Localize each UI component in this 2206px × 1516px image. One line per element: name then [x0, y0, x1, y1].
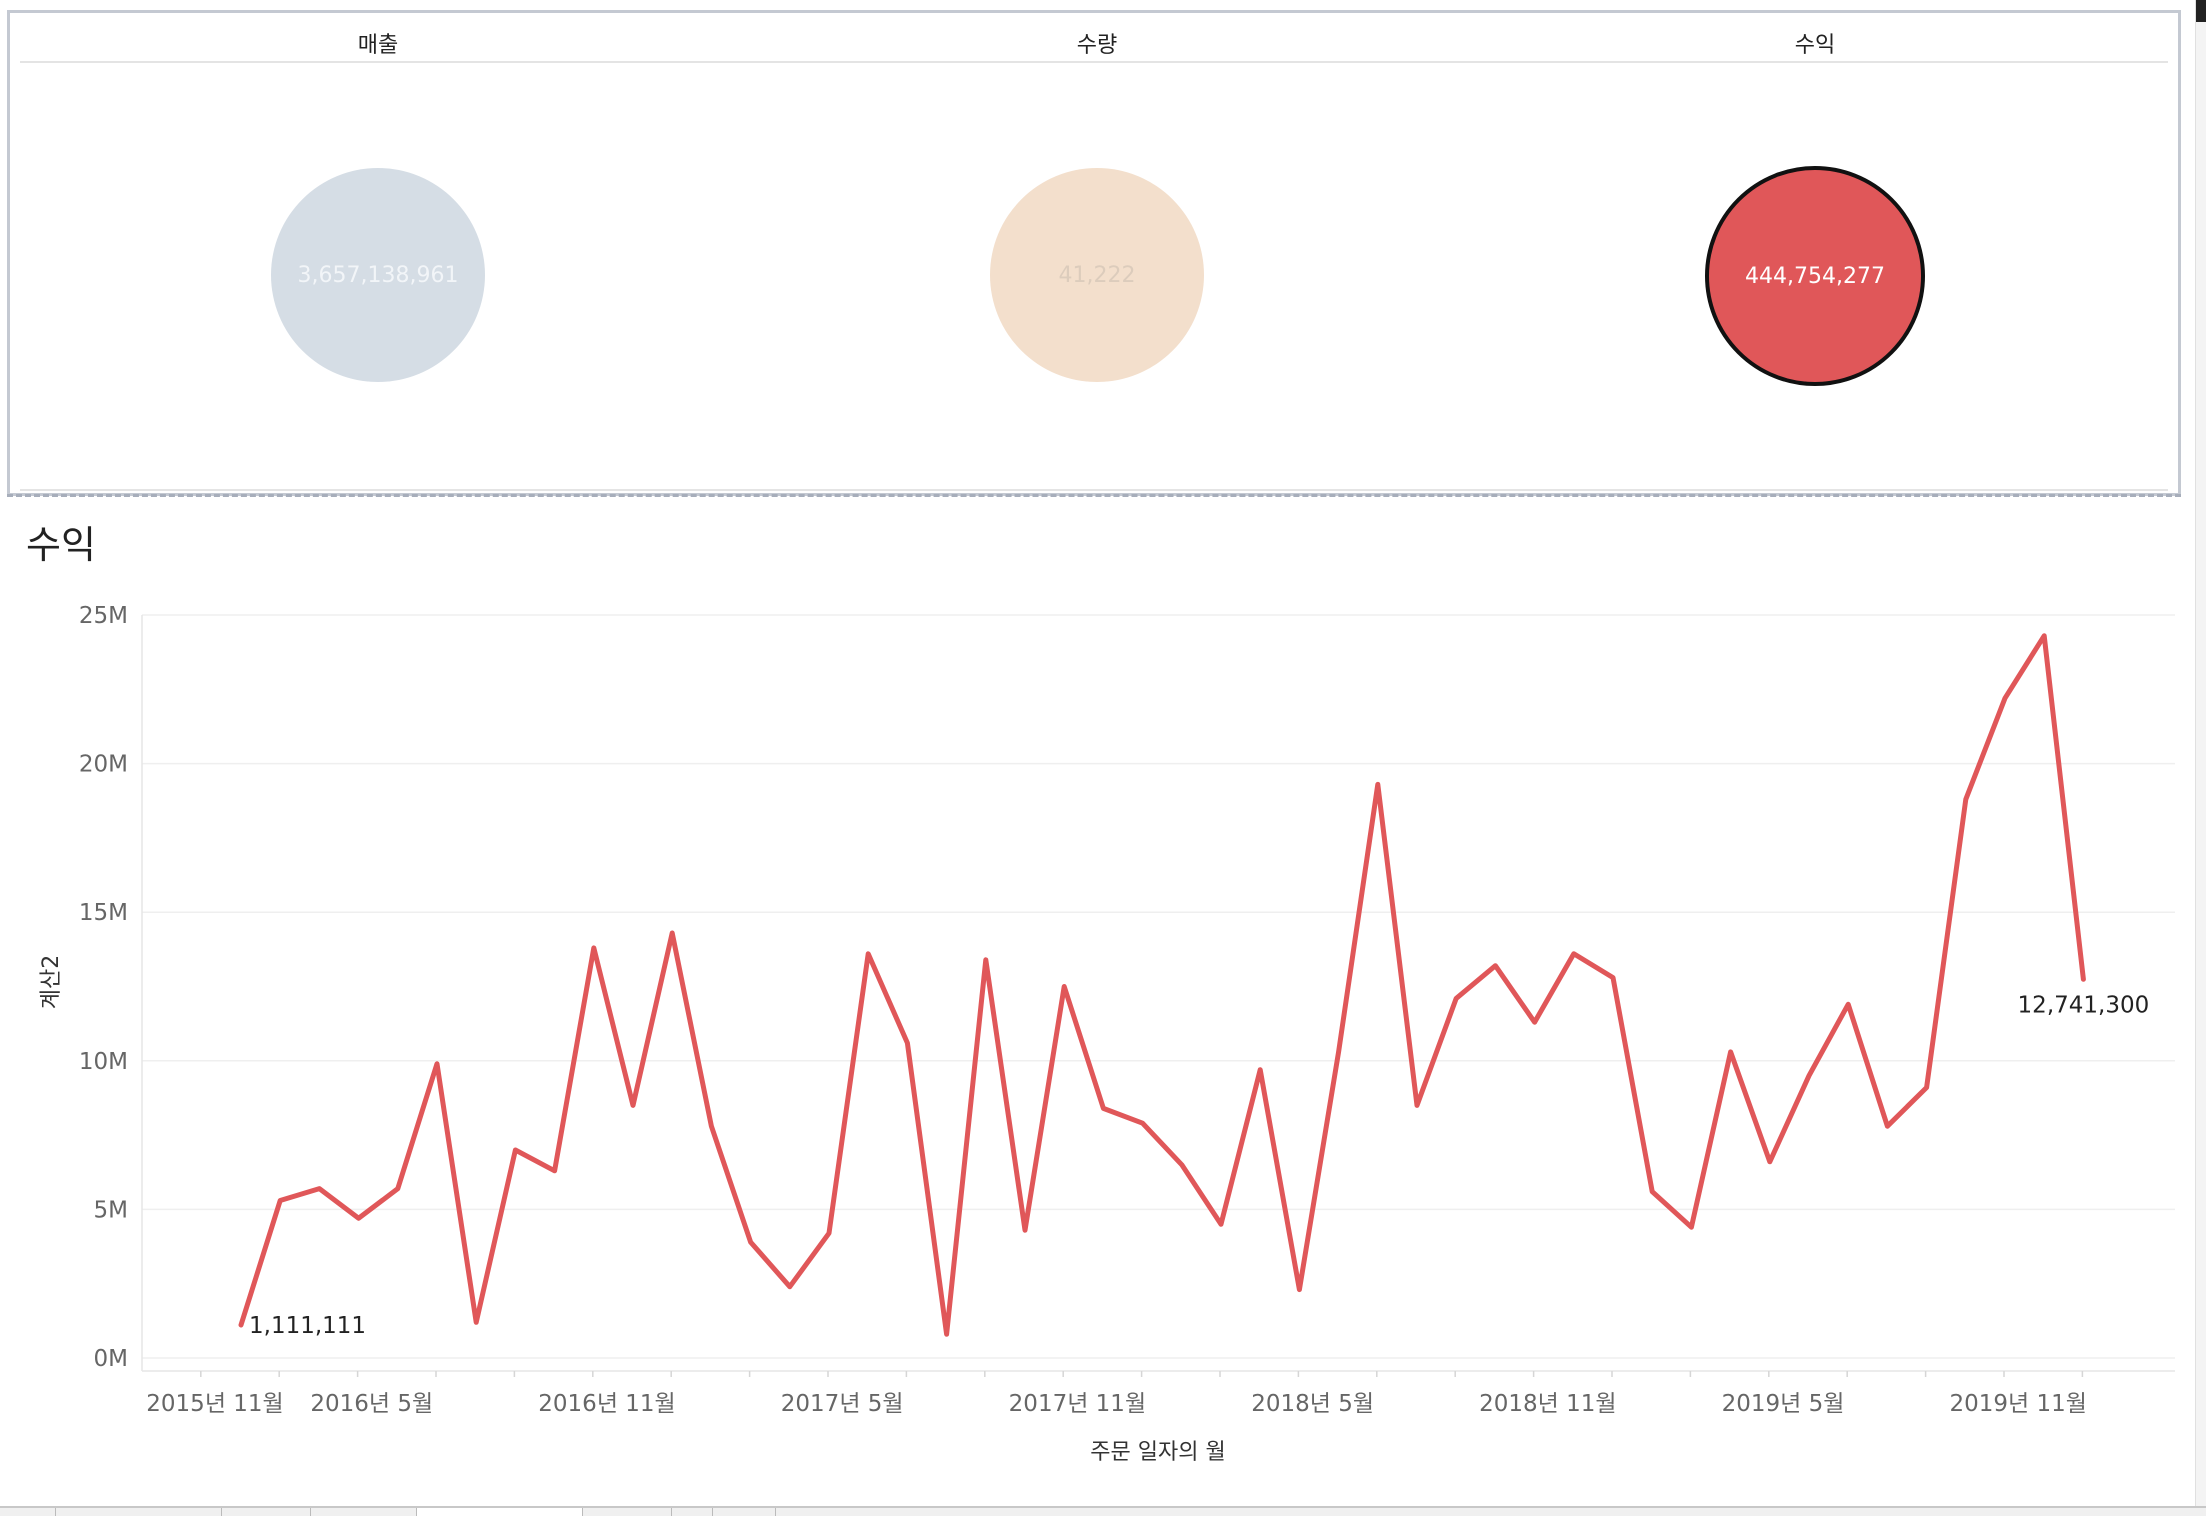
profit-series-line[interactable] [238, 633, 2086, 1337]
kpi-sales-title: 매출 [357, 33, 399, 58]
profit-line-chart[interactable]: 0M 5M 10M 15M 20M 25M 2015년 11월 2016년 5월 2016년 … [0, 580, 2190, 1480]
y-tick-label: 20M [79, 752, 128, 778]
x-axis-ticks: 2015년 11월 2016년 5월 2016년 11월 2017년 5월 2017년 … [146, 1371, 2087, 1417]
vertical-scrollbar[interactable] [2195, 0, 2206, 1516]
x-axis-title: 주문 일자의 월 [1090, 1440, 1225, 1465]
y-axis-title: 계산2 [39, 955, 64, 1009]
kpi-panel: 매출 수량 수익 3,657,138,961 41,222 444,754,27… [7, 10, 2181, 496]
x-tick-label: 2017년 5월 [781, 1391, 904, 1417]
x-tick-label: 2015년 11월 [146, 1391, 283, 1417]
kpi-profit-value: 444,754,277 [1745, 263, 1885, 289]
y-tick-label: 10M [79, 1049, 128, 1075]
y-tick-label: 15M [79, 900, 128, 926]
sheet-tab[interactable] [583, 1508, 672, 1516]
sheet-tab[interactable] [222, 1508, 311, 1516]
chart-gridlines [141, 614, 2175, 1372]
kpi-quantity-circle[interactable]: 41,222 [990, 168, 1204, 382]
kpi-sales-circle[interactable]: 3,657,138,961 [271, 168, 485, 382]
sheet-tab[interactable] [56, 1508, 222, 1516]
kpi-quantity-value: 41,222 [1058, 262, 1136, 288]
x-tick-label: 2016년 5월 [310, 1391, 433, 1417]
scrollbar-thumb[interactable] [2196, 0, 2206, 22]
y-tick-label: 5M [94, 1197, 128, 1223]
x-tick-label: 2019년 11월 [1949, 1391, 2086, 1417]
kpi-profit-circle[interactable]: 444,754,277 [1705, 166, 1925, 386]
y-tick-label: 25M [79, 603, 128, 629]
kpi-footer-divider [20, 489, 2168, 491]
chart-section-title: 수익 [26, 523, 96, 567]
kpi-panel-resize-border[interactable] [7, 494, 2181, 497]
sheet-tab-bar[interactable] [0, 1506, 2206, 1516]
data-label: 12,741,300 [2018, 992, 2150, 1018]
data-labels: 1,111,111 12,741,300 [249, 992, 2149, 1339]
kpi-profit-title: 수익 [1794, 33, 1836, 58]
sheet-tab[interactable] [713, 1508, 776, 1516]
y-axis-ticks: 0M 5M 10M 15M 20M 25M [79, 603, 128, 1372]
kpi-header-divider [20, 61, 2168, 63]
x-tick-label: 2018년 11월 [1479, 1391, 1616, 1417]
kpi-quantity-title: 수량 [1076, 33, 1118, 58]
x-tick-label: 2017년 11월 [1009, 1391, 1146, 1417]
sheet-tab[interactable] [672, 1508, 713, 1516]
kpi-sales-value: 3,657,138,961 [297, 262, 459, 288]
x-tick-label: 2018년 5월 [1251, 1391, 1374, 1417]
x-tick-label: 2019년 5월 [1722, 1391, 1845, 1417]
sheet-tab-active[interactable] [417, 1508, 583, 1516]
x-tick-label: 2016년 11월 [538, 1391, 675, 1417]
data-label: 1,111,111 [249, 1313, 366, 1339]
sheet-tab[interactable] [0, 1508, 56, 1516]
y-tick-label: 0M [94, 1346, 128, 1372]
sheet-tab[interactable] [311, 1508, 417, 1516]
